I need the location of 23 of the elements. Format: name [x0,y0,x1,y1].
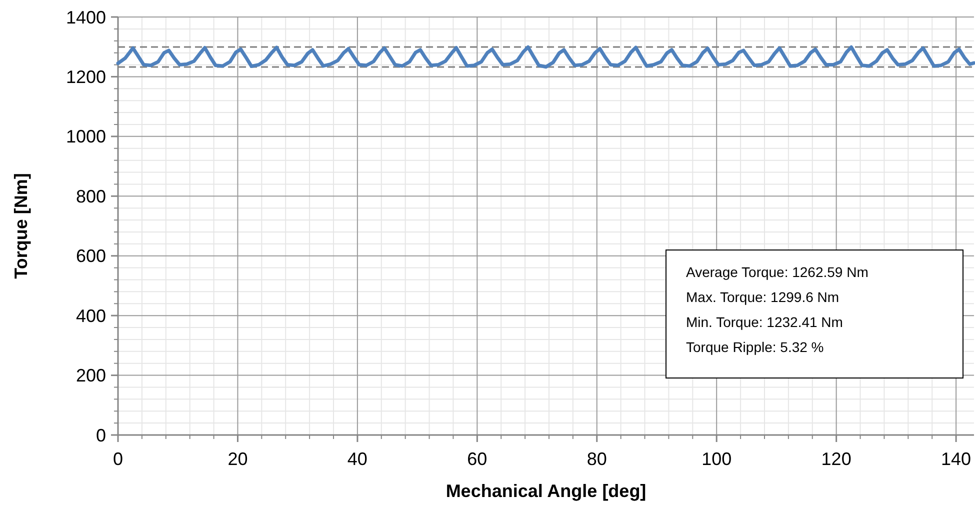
y-tick-label: 800 [76,186,106,206]
x-tick-label: 0 [112,449,124,469]
x-tick-label: 40 [347,449,368,469]
y-tick-label: 1200 [66,67,106,88]
line-series [116,45,975,69]
x-axis-title: Mechanical Angle [deg] [446,481,646,501]
y-tick-label: 400 [76,306,106,326]
y-tick-label: 600 [76,246,106,266]
x-tick-label: 100 [702,449,732,469]
x-tick-label: 20 [228,449,248,469]
y-axis-title: Torque [Nm] [11,173,31,279]
x-tick-label: 60 [467,449,488,469]
x-tick-label: 140 [941,449,972,469]
annotation: Min. Torque: 1232.41 Nm [686,314,843,330]
y-tick-label: 1400 [66,7,106,28]
y-tick-label: 200 [76,366,106,386]
y-tick-label: 0 [96,425,106,446]
x-tick-label: 120 [821,449,852,469]
annotation: Torque Ripple: 5.32 % [686,339,824,355]
annotation: Max. Torque: 1299.6 Nm [686,289,840,305]
annotation: Average Torque: 1262.59 Nm [686,264,868,280]
y-tick-label: 1000 [66,126,106,147]
x-tick-label: 80 [586,449,607,469]
